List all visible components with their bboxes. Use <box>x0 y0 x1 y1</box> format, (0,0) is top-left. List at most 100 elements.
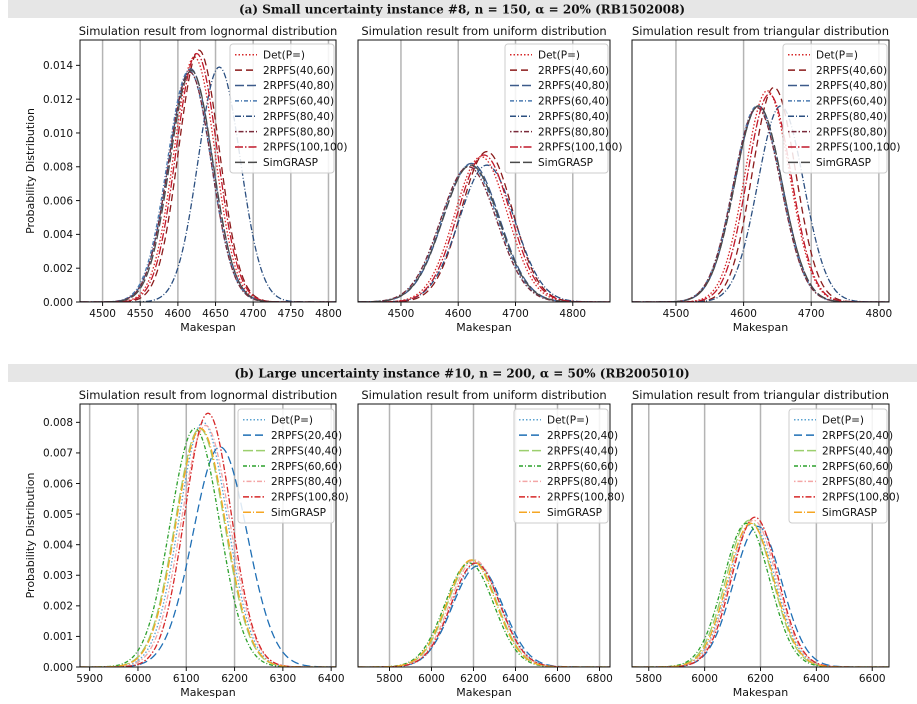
legend-label: 2RPFS(20,40) <box>271 430 342 442</box>
x-axis-label: Makespan <box>733 686 788 699</box>
legend-label: 2RPFS(40,80) <box>538 80 609 92</box>
y-tick-label: 0.006 <box>43 195 73 207</box>
legend-label: 2RPFS(100,80) <box>271 492 349 504</box>
panel-title: Simulation result from lognormal distrib… <box>79 24 338 38</box>
legend-label: 2RPFS(20,40) <box>822 430 893 442</box>
y-axis-label: Probability Distribution <box>24 108 37 234</box>
series-group <box>358 559 610 667</box>
x-tick-label: 6200 <box>460 673 487 685</box>
x-tick-label: 6200 <box>221 673 248 685</box>
legend-label: 2RPFS(60,60) <box>822 461 893 473</box>
legend-box <box>229 43 335 174</box>
plot-frame <box>79 403 337 668</box>
x-tick-label: 4500 <box>388 308 415 320</box>
legend-label: 2RPFS(60,40) <box>816 96 887 108</box>
legend-label: SimGRASP <box>271 507 326 519</box>
legend-label: Det(P=) <box>263 49 305 61</box>
x-tick-label: 4500 <box>89 308 116 320</box>
legend: Det(P=) 2RPFS(20,40) 2RPFS(40,40) 2RPFS(60,… <box>513 408 625 524</box>
legend-label: SimGRASP <box>538 157 593 169</box>
y-tick-label: 0.010 <box>43 128 73 140</box>
legend-label: 2RPFS(40,60) <box>538 65 609 77</box>
y-tick-label: 0.000 <box>43 297 73 309</box>
legend-label: 2RPFS(40,80) <box>263 80 334 92</box>
legend-label: 2RPFS(40,60) <box>816 65 887 77</box>
series-line-2 <box>80 49 336 302</box>
x-tick-label: 4800 <box>315 308 342 320</box>
x-tick-label: 5800 <box>376 673 403 685</box>
y-tick-label: 0.001 <box>43 631 73 643</box>
x-tick-label: 5800 <box>635 673 662 685</box>
y-tick-label: 0.004 <box>43 539 73 551</box>
x-tick-label: 6400 <box>803 673 830 685</box>
series-line-8 <box>80 69 336 302</box>
y-tick-label: 0.002 <box>43 601 73 613</box>
legend-label: 2RPFS(80,80) <box>538 126 609 138</box>
banner-b: (b) Large uncertainty instance #10, n = … <box>8 364 917 382</box>
x-tick-label: 4800 <box>559 308 586 320</box>
x-tick-label: 6100 <box>173 673 200 685</box>
x-tick-label: 6400 <box>502 673 529 685</box>
panel-title: Simulation result from uniform distribut… <box>361 24 606 38</box>
x-tick-label: 4650 <box>202 308 229 320</box>
panel-title: Simulation result from triangular distri… <box>632 388 889 402</box>
banner-b-background <box>8 364 917 382</box>
x-tick-label: 4700 <box>240 308 267 320</box>
legend-label: 2RPFS(60,40) <box>263 96 334 108</box>
legend-label: 2RPFS(80,40) <box>263 111 334 123</box>
legend-label: 2RPFS(40,40) <box>271 445 342 457</box>
x-tick-label: 4600 <box>445 308 472 320</box>
chart-panel-2: Simulation result from uniform distribut… <box>357 24 622 334</box>
x-tick-label: 4600 <box>165 308 192 320</box>
x-tick-label: 6200 <box>747 673 774 685</box>
y-tick-label: 0.004 <box>43 229 73 241</box>
legend-box <box>504 43 609 174</box>
series-line-7 <box>358 154 610 302</box>
legend-label: 2RPFS(20,40) <box>547 430 618 442</box>
legend-box <box>788 408 888 524</box>
x-axis-label: Makespan <box>180 321 235 334</box>
legend-label: SimGRASP <box>822 507 877 519</box>
legend-label: 2RPFS(40,40) <box>547 445 618 457</box>
chart-panel-5: Simulation result from uniform distribut… <box>357 388 625 699</box>
series-line-5 <box>80 66 336 302</box>
x-tick-label: 6300 <box>270 673 297 685</box>
series-line-6 <box>358 562 610 667</box>
legend-label: Det(P=) <box>538 49 580 61</box>
y-tick-label: 0.006 <box>43 478 73 490</box>
legend-label: 2RPFS(40,80) <box>816 80 887 92</box>
plot-frame <box>79 39 337 303</box>
legend-label: 2RPFS(60,40) <box>538 96 609 108</box>
y-tick-label: 0.002 <box>43 263 73 275</box>
y-tick-label: 0.012 <box>43 94 73 106</box>
chart-panel-6: Simulation result from triangular distri… <box>631 388 900 699</box>
chart-panels: Simulation result from lognormal distrib… <box>24 24 900 699</box>
legend-label: 2RPFS(80,40) <box>822 476 893 488</box>
series-line-1 <box>358 562 610 667</box>
panel-title: Simulation result from triangular distri… <box>632 24 889 38</box>
legend-label: 2RPFS(80,40) <box>271 476 342 488</box>
legend-label: Det(P=) <box>816 49 858 61</box>
y-tick-label: 0.005 <box>43 509 73 521</box>
legend: Det(P=) 2RPFS(20,40) 2RPFS(40,40) 2RPFS(60,… <box>237 408 349 524</box>
legend-label: 2RPFS(100,100) <box>816 142 900 154</box>
legend: Det(P=) 2RPFS(40,60) 2RPFS(40,80) 2RPFS(60,… <box>229 43 347 174</box>
legend: Det(P=) 2RPFS(20,40) 2RPFS(40,40) 2RPFS(60,… <box>788 408 900 524</box>
panel-title: Simulation result from lognormal distrib… <box>79 388 338 402</box>
panel-title: Simulation result from uniform distribut… <box>361 388 606 402</box>
x-tick-label: 6000 <box>691 673 718 685</box>
x-axis-label: Makespan <box>180 686 235 699</box>
x-tick-label: 4700 <box>502 308 529 320</box>
legend-box <box>237 408 335 524</box>
legend-label: Det(P=) <box>271 415 313 427</box>
legend-label: 2RPFS(100,80) <box>822 492 900 504</box>
plot-frame <box>357 403 611 668</box>
x-tick-label: 6000 <box>125 673 152 685</box>
y-tick-label: 0.008 <box>43 162 73 174</box>
y-axis-label: Probability Distribution <box>24 473 37 599</box>
series-line-2 <box>358 150 610 302</box>
x-tick-label: 4500 <box>663 308 690 320</box>
plot-frame <box>631 39 890 303</box>
legend-label: 2RPFS(80,40) <box>547 476 618 488</box>
